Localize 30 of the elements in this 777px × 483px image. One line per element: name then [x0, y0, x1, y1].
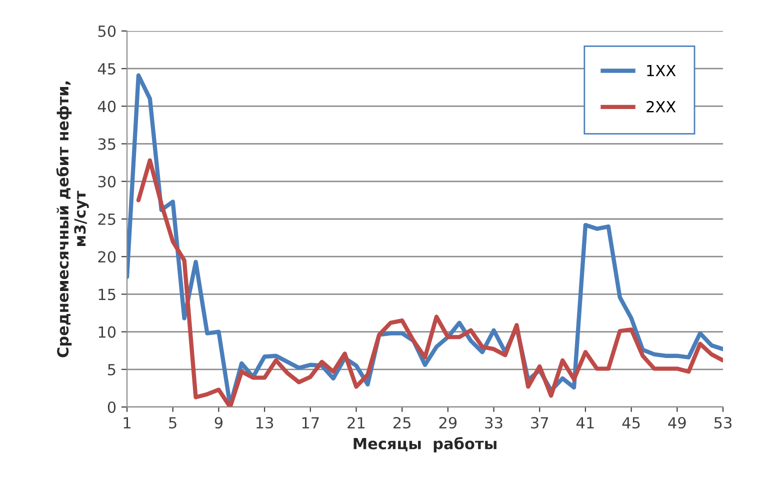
line-series	[136, 158, 723, 407]
y-tick-label: 40	[98, 100, 116, 112]
y-tick-label: 10	[98, 326, 116, 338]
y-tick-label: 45	[98, 63, 116, 75]
y-tick-label: 35	[98, 138, 116, 150]
y-tick-label: 0	[108, 401, 116, 414]
x-tick-label: 13	[256, 416, 274, 429]
x-tick-label: 53	[714, 416, 732, 429]
x-tick-label: 17	[302, 417, 319, 428]
x-axis-title: Месяцы работы	[354, 437, 496, 452]
y-tick-label: 20	[98, 251, 116, 263]
y-tick-label: 15	[98, 288, 116, 300]
x-tick-label: 9	[214, 416, 222, 429]
x-tick-label: 29	[439, 416, 457, 429]
legend-label: 1ХХ	[647, 64, 676, 76]
x-tick-label: 41	[576, 417, 594, 428]
x-tick-label: 1	[124, 417, 130, 428]
y-tick-label: 25	[98, 213, 116, 226]
y-tick-label: 5	[108, 364, 116, 376]
y-axis-title: Среднемесячный дебит нефти, м3/сут	[56, 82, 89, 358]
x-tick-label: 45	[622, 417, 640, 429]
x-tick-label: 33	[485, 416, 502, 429]
x-tick-label: 25	[393, 416, 410, 429]
y-tick-label: 50	[98, 25, 116, 38]
y-tick-label: 30	[98, 176, 116, 188]
legend-label: 2ХХ	[646, 100, 676, 112]
x-tick-label: 21	[348, 416, 365, 428]
x-tick-label: 49	[668, 416, 686, 429]
x-tick-label: 37	[531, 416, 548, 429]
x-tick-label: 5	[169, 417, 176, 429]
